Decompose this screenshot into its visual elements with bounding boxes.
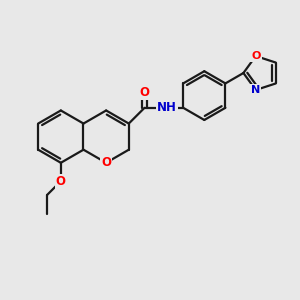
Text: O: O [56, 175, 66, 188]
Text: N: N [251, 85, 260, 95]
Text: O: O [101, 156, 111, 169]
Text: NH: NH [157, 101, 177, 114]
Text: O: O [251, 51, 260, 61]
Text: O: O [140, 86, 150, 99]
